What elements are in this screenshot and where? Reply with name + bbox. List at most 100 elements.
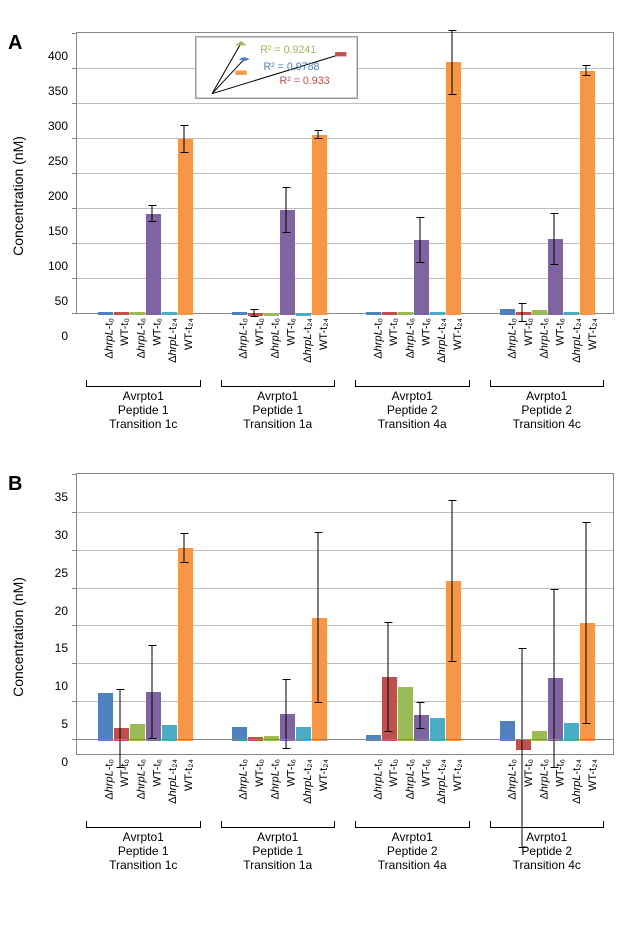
bar xyxy=(178,548,193,741)
bar-slot xyxy=(366,474,379,754)
bar-slot xyxy=(446,474,459,754)
bar-slot xyxy=(264,474,277,754)
y-tick-label: 200 xyxy=(48,189,68,203)
bar-slot xyxy=(414,33,427,313)
group-bracket xyxy=(86,821,201,828)
bar-group xyxy=(77,33,211,313)
bars-container xyxy=(77,474,613,754)
x-tick: WT-t₀ xyxy=(382,314,395,376)
bar xyxy=(548,678,563,741)
bar-slot xyxy=(382,474,395,754)
x-tick-group: ΔhrpL-t₀WT-t₀ΔhrpL-t₆WT-t₆ΔhrpL-t₂₄WT-t₂… xyxy=(76,755,211,817)
x-tick: WT-t₀ xyxy=(382,755,395,817)
bar-slot xyxy=(580,474,593,754)
error-bar xyxy=(318,532,319,703)
x-tick: ΔhrpL-t₂₄ xyxy=(564,755,577,817)
y-tick-label: 0 xyxy=(61,755,68,769)
y-tick-label: 35 xyxy=(55,490,68,504)
x-tick: WT-t₆ xyxy=(145,755,158,817)
x-tick: ΔhrpL-t₀ xyxy=(231,755,244,817)
inset-marker xyxy=(335,52,346,56)
bar-slot xyxy=(532,33,545,313)
y-tick-labels: 05101520253035 xyxy=(4,497,72,777)
x-tick: ΔhrpL-t₀ xyxy=(366,755,379,817)
x-tick-label: WT-t₂₄ xyxy=(587,318,599,350)
bar-slot xyxy=(98,33,111,313)
bar-slot xyxy=(500,474,513,754)
error-bar xyxy=(420,702,421,729)
group-label-line: Transition 4c xyxy=(484,417,611,431)
bar-slot xyxy=(382,33,395,313)
group-label-line: Transition 1a xyxy=(215,858,342,872)
x-tick-group: ΔhrpL-t₀WT-t₀ΔhrpL-t₆WT-t₆ΔhrpL-t₂₄WT-t₂… xyxy=(345,755,480,817)
bar xyxy=(178,139,193,315)
x-tick: ΔhrpL-t₆ xyxy=(532,314,545,376)
x-tick: WT-t₂₄ xyxy=(177,755,190,817)
plot-area xyxy=(76,473,614,755)
y-tick-label: 250 xyxy=(48,154,68,168)
group-label-line: Avrpto1 xyxy=(80,830,207,844)
x-tick: WT-t₂₄ xyxy=(580,755,593,817)
bar-slot xyxy=(130,474,143,754)
group-label-line: Peptide 2 xyxy=(349,844,476,858)
group-bracket xyxy=(355,380,470,387)
x-tick: ΔhrpL-t₀ xyxy=(500,314,513,376)
x-tick-group: ΔhrpL-t₀WT-t₀ΔhrpL-t₆WT-t₆ΔhrpL-t₂₄WT-t₂… xyxy=(211,755,346,817)
group-bracket xyxy=(355,821,470,828)
error-bar xyxy=(452,500,453,662)
x-tick: ΔhrpL-t₂₄ xyxy=(161,314,174,376)
group-label-line: Transition 1c xyxy=(80,858,207,872)
bar xyxy=(146,692,161,741)
x-tick: ΔhrpL-t₀ xyxy=(366,314,379,376)
panel-gap xyxy=(4,431,626,449)
inset-r2-label: R² = 0.9788 xyxy=(263,61,319,73)
bar xyxy=(580,71,595,315)
x-tick: WT-t₀ xyxy=(516,755,529,817)
bar-slot xyxy=(430,33,443,313)
x-tick: WT-t₂₄ xyxy=(446,314,459,376)
group-bracket xyxy=(490,821,605,828)
error-bar xyxy=(184,533,185,563)
x-tick-label: WT-t₂₄ xyxy=(318,759,330,791)
bar xyxy=(430,718,445,741)
zero-line xyxy=(77,739,613,740)
x-tick-group: ΔhrpL-t₀WT-t₀ΔhrpL-t₆WT-t₆ΔhrpL-t₂₄WT-t₂… xyxy=(345,314,480,376)
bar-slot xyxy=(366,33,379,313)
bar xyxy=(446,62,461,315)
bar-slot xyxy=(500,33,513,313)
error-bar xyxy=(318,130,319,138)
inset-marker xyxy=(239,57,250,61)
bar-slot xyxy=(398,474,411,754)
bar xyxy=(414,240,429,315)
y-tick-label: 300 xyxy=(48,119,68,133)
x-tick-labels: ΔhrpL-t₀WT-t₀ΔhrpL-t₆WT-t₆ΔhrpL-t₂₄WT-t₂… xyxy=(76,314,614,376)
group-label-line: Transition 1c xyxy=(80,417,207,431)
x-tick: ΔhrpL-t₂₄ xyxy=(430,314,443,376)
bar-group xyxy=(479,474,613,754)
x-tick: WT-t₂₄ xyxy=(446,755,459,817)
group-label-line: Avrpto1 xyxy=(349,830,476,844)
group-bracket xyxy=(86,380,201,387)
group-bracket xyxy=(490,380,605,387)
bar-slot xyxy=(296,474,309,754)
bar-slot xyxy=(312,474,325,754)
group-label-line: Avrpto1 xyxy=(80,389,207,403)
bar xyxy=(280,210,295,315)
bar-group xyxy=(345,474,479,754)
group-bracket xyxy=(221,380,336,387)
group-label-line: Transition 4c xyxy=(484,858,611,872)
x-tick: WT-t₀ xyxy=(247,314,260,376)
bar-slot xyxy=(178,33,191,313)
x-tick-label: WT-t₂₄ xyxy=(183,318,195,350)
y-tick-label: 15 xyxy=(55,641,68,655)
x-tick-label: WT-t₂₄ xyxy=(452,759,464,791)
group-label-line: Avrpto1 xyxy=(215,830,342,844)
bar xyxy=(516,739,531,750)
bar-slot xyxy=(162,474,175,754)
y-tick-label: 150 xyxy=(48,224,68,238)
x-tick: ΔhrpL-t₆ xyxy=(398,314,411,376)
group-label-line: Transition 4a xyxy=(349,858,476,872)
plot-area: R² = 0.9241R² = 0.9788R² = 0.933 xyxy=(76,32,614,314)
group-label: Avrpto1Peptide 1Transition 1c xyxy=(76,817,211,872)
panel-A: AR² = 0.9241R² = 0.9788R² = 0.933Concent… xyxy=(4,32,626,431)
